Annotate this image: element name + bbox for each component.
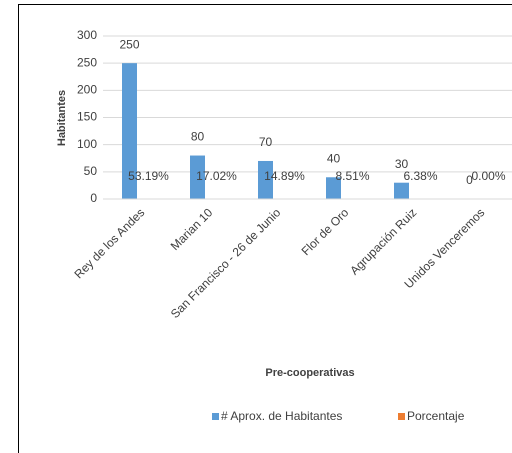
y-axis-title: Habitantes — [56, 90, 68, 146]
data-label: 0.00% — [471, 169, 505, 183]
y-tick-label: 50 — [84, 164, 98, 178]
data-label: 30 — [395, 157, 409, 171]
data-label: 8.51% — [335, 169, 369, 183]
legend-swatch — [212, 413, 219, 420]
data-label: 0 — [466, 173, 473, 187]
data-label: 14.89% — [264, 169, 305, 183]
data-label: 80 — [191, 130, 205, 144]
bar — [394, 182, 409, 199]
data-label: 6.38% — [403, 169, 437, 183]
y-tick-label: 300 — [77, 28, 97, 42]
bar — [258, 160, 273, 199]
y-tick-label: 150 — [77, 110, 97, 124]
x-axis-title: Pre-cooperativas — [265, 367, 354, 379]
data-label: 250 — [119, 37, 139, 51]
y-tick-label: 200 — [77, 83, 97, 97]
data-label: 17.02% — [196, 169, 237, 183]
data-label: 70 — [259, 135, 273, 149]
data-label: 53.19% — [128, 169, 169, 183]
data-label: 40 — [327, 151, 341, 165]
chart-border — [18, 4, 512, 453]
y-tick-label: 250 — [77, 55, 97, 69]
legend-label: Porcentaje — [407, 409, 465, 423]
bar — [122, 63, 137, 199]
y-tick-label: 0 — [90, 191, 97, 205]
legend-label: # Aprox. de Habitantes — [221, 409, 342, 423]
legend-swatch — [398, 413, 405, 420]
bar — [190, 155, 205, 199]
bar — [326, 177, 341, 199]
y-tick-label: 100 — [77, 137, 97, 151]
